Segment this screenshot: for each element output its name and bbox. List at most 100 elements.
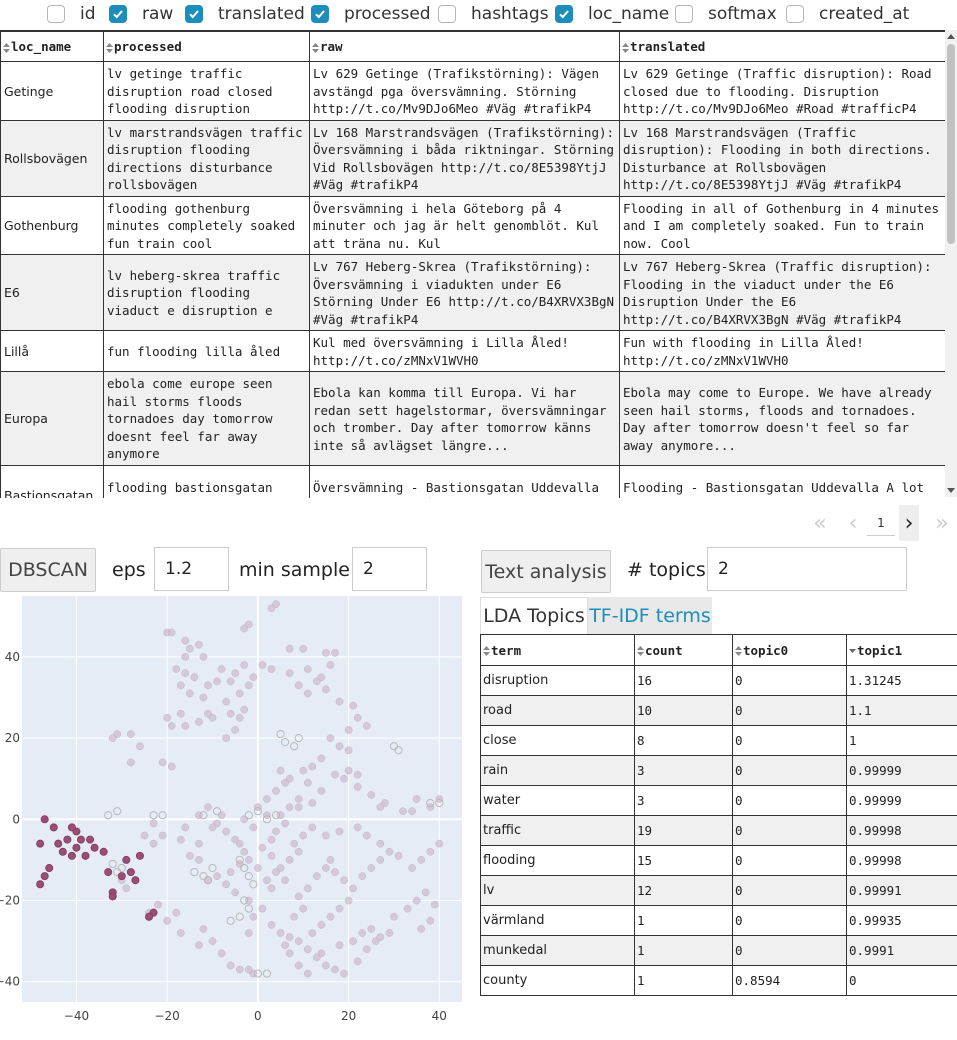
scatter-point-faded[interactable] xyxy=(358,872,367,880)
scatter-point-faded[interactable] xyxy=(185,644,194,653)
scatter-point-faded[interactable] xyxy=(176,709,185,718)
scatter-point-faded[interactable] xyxy=(376,839,385,848)
scatter-point-highlight[interactable] xyxy=(40,815,49,824)
scatter-point-faded[interactable] xyxy=(308,762,317,771)
scroll-up-icon[interactable] xyxy=(947,34,955,39)
scatter-point-faded[interactable] xyxy=(299,831,308,840)
scatter-point-faded[interactable] xyxy=(240,661,249,669)
checkbox-unchecked-icon[interactable] xyxy=(438,5,456,23)
scatter-point-faded[interactable] xyxy=(294,803,303,811)
table-row[interactable]: traffic 19 0 0.99998 xyxy=(480,815,957,846)
scatter-point-faded[interactable] xyxy=(163,916,172,925)
toggle-softmax[interactable]: softmax xyxy=(675,3,777,25)
scatter-point-faded[interactable] xyxy=(226,868,235,876)
scatter-point-faded[interactable] xyxy=(226,961,235,970)
scatter-point-faded[interactable] xyxy=(335,697,344,706)
cluster-scatter-plot[interactable]: −40 −20 0 20 40 −40 −20 0 20 40 xyxy=(0,592,470,1032)
scatter-point-faded[interactable] xyxy=(294,961,303,970)
scatter-point-faded[interactable] xyxy=(322,685,330,694)
scatter-point-open[interactable] xyxy=(212,807,222,816)
scatter-point-faded[interactable] xyxy=(158,758,167,767)
scatter-point-faded[interactable] xyxy=(208,937,217,945)
scatter-point-faded[interactable] xyxy=(303,884,312,893)
scatter-point-faded[interactable] xyxy=(299,766,308,775)
scatter-point-faded[interactable] xyxy=(263,795,271,803)
topic-header-count[interactable]: count xyxy=(634,634,733,666)
scatter-point-faded[interactable] xyxy=(308,823,317,832)
scatter-point-highlight[interactable] xyxy=(145,912,154,921)
scatter-point-faded[interactable] xyxy=(294,795,303,803)
scatter-point-open[interactable] xyxy=(199,811,208,820)
scatter-point-faded[interactable] xyxy=(267,921,276,929)
scatter-point-faded[interactable] xyxy=(367,791,376,799)
table-row[interactable]: lv 12 0 0.99991 xyxy=(480,875,957,906)
toggle-translated[interactable]: translated xyxy=(185,3,305,25)
table-row[interactable]: Getinge lv getinge traffic disruption roa… xyxy=(0,61,945,121)
scatter-point-faded[interactable] xyxy=(353,957,362,966)
scatter-point-faded[interactable] xyxy=(344,726,353,734)
scatter-point-faded[interactable] xyxy=(303,778,312,787)
scatter-point-faded[interactable] xyxy=(340,876,348,885)
scatter-point-faded[interactable] xyxy=(176,835,185,844)
scatter-point-faded[interactable] xyxy=(276,766,285,775)
scatter-point-open[interactable] xyxy=(113,867,122,877)
scatter-point-faded[interactable] xyxy=(317,673,326,682)
scatter-point-faded[interactable] xyxy=(385,929,394,937)
scatter-point-faded[interactable] xyxy=(195,640,203,649)
topic-header-topic1[interactable]: topic1 xyxy=(846,634,957,666)
scatter-point-open[interactable] xyxy=(262,969,272,978)
scatter-point-highlight[interactable] xyxy=(122,855,131,864)
scatter-point-faded[interactable] xyxy=(353,823,362,832)
scatter-point-faded[interactable] xyxy=(208,823,217,832)
scatter-point-faded[interactable] xyxy=(344,896,353,905)
scatter-point-faded[interactable] xyxy=(317,754,326,763)
scatter-point-faded[interactable] xyxy=(349,937,357,945)
scatter-point-faded[interactable] xyxy=(167,762,176,771)
table-row[interactable]: disruption 16 0 1.31245 xyxy=(480,665,957,696)
topic-header-term[interactable]: term xyxy=(480,634,635,666)
scatter-point-faded[interactable] xyxy=(376,803,385,811)
scatter-point-faded[interactable] xyxy=(412,896,421,905)
scatter-point-faded[interactable] xyxy=(403,904,412,913)
scatter-point-faded[interactable] xyxy=(362,722,371,730)
scatter-point-faded[interactable] xyxy=(172,665,181,673)
scatter-point-faded[interactable] xyxy=(417,925,426,933)
scatter-point-open[interactable] xyxy=(240,863,249,873)
scatter-point-open[interactable] xyxy=(104,811,113,820)
scatter-point-open[interactable] xyxy=(203,876,213,885)
scatter-point-faded[interactable] xyxy=(276,929,285,937)
scatter-point-highlight[interactable] xyxy=(67,851,76,860)
scatter-point-faded[interactable] xyxy=(240,847,249,856)
scatter-point-open[interactable] xyxy=(244,904,253,913)
scatter-point-open[interactable] xyxy=(158,811,167,820)
scatter-point-faded[interactable] xyxy=(226,709,235,718)
scatter-point-open[interactable] xyxy=(389,742,399,751)
scatter-point-faded[interactable] xyxy=(272,827,280,836)
scatter-point-faded[interactable] xyxy=(222,827,230,836)
column-header-raw[interactable]: raw xyxy=(309,31,620,62)
checkbox-unchecked-icon[interactable] xyxy=(786,5,804,23)
scatter-point-highlight[interactable] xyxy=(99,847,108,856)
scatter-point-faded[interactable] xyxy=(303,689,312,698)
checkbox-checked-icon[interactable] xyxy=(555,5,573,23)
scatter-point-highlight[interactable] xyxy=(58,847,67,856)
previous-page-button[interactable]: ‹ xyxy=(848,510,858,536)
scatter-point-faded[interactable] xyxy=(185,851,194,860)
scatter-point-faded[interactable] xyxy=(108,734,117,742)
scatter-point-faded[interactable] xyxy=(317,949,326,958)
scatter-point-faded[interactable] xyxy=(158,831,167,840)
scatter-point-faded[interactable] xyxy=(190,673,199,682)
scatter-point-faded[interactable] xyxy=(231,726,240,734)
checkbox-unchecked-icon[interactable] xyxy=(47,5,65,23)
scatter-point-highlight[interactable] xyxy=(67,823,76,832)
scatter-point-faded[interactable] xyxy=(426,916,435,925)
sort-icon[interactable] xyxy=(735,646,742,656)
scatter-point-open[interactable] xyxy=(244,811,253,820)
scatter-point-faded[interactable] xyxy=(326,912,335,921)
scatter-point-faded[interactable] xyxy=(249,823,258,832)
scatter-point-faded[interactable] xyxy=(358,929,367,937)
scatter-point-faded[interactable] xyxy=(340,969,348,978)
scatter-point-faded[interactable] xyxy=(421,888,430,897)
scatter-point-faded[interactable] xyxy=(231,888,240,897)
